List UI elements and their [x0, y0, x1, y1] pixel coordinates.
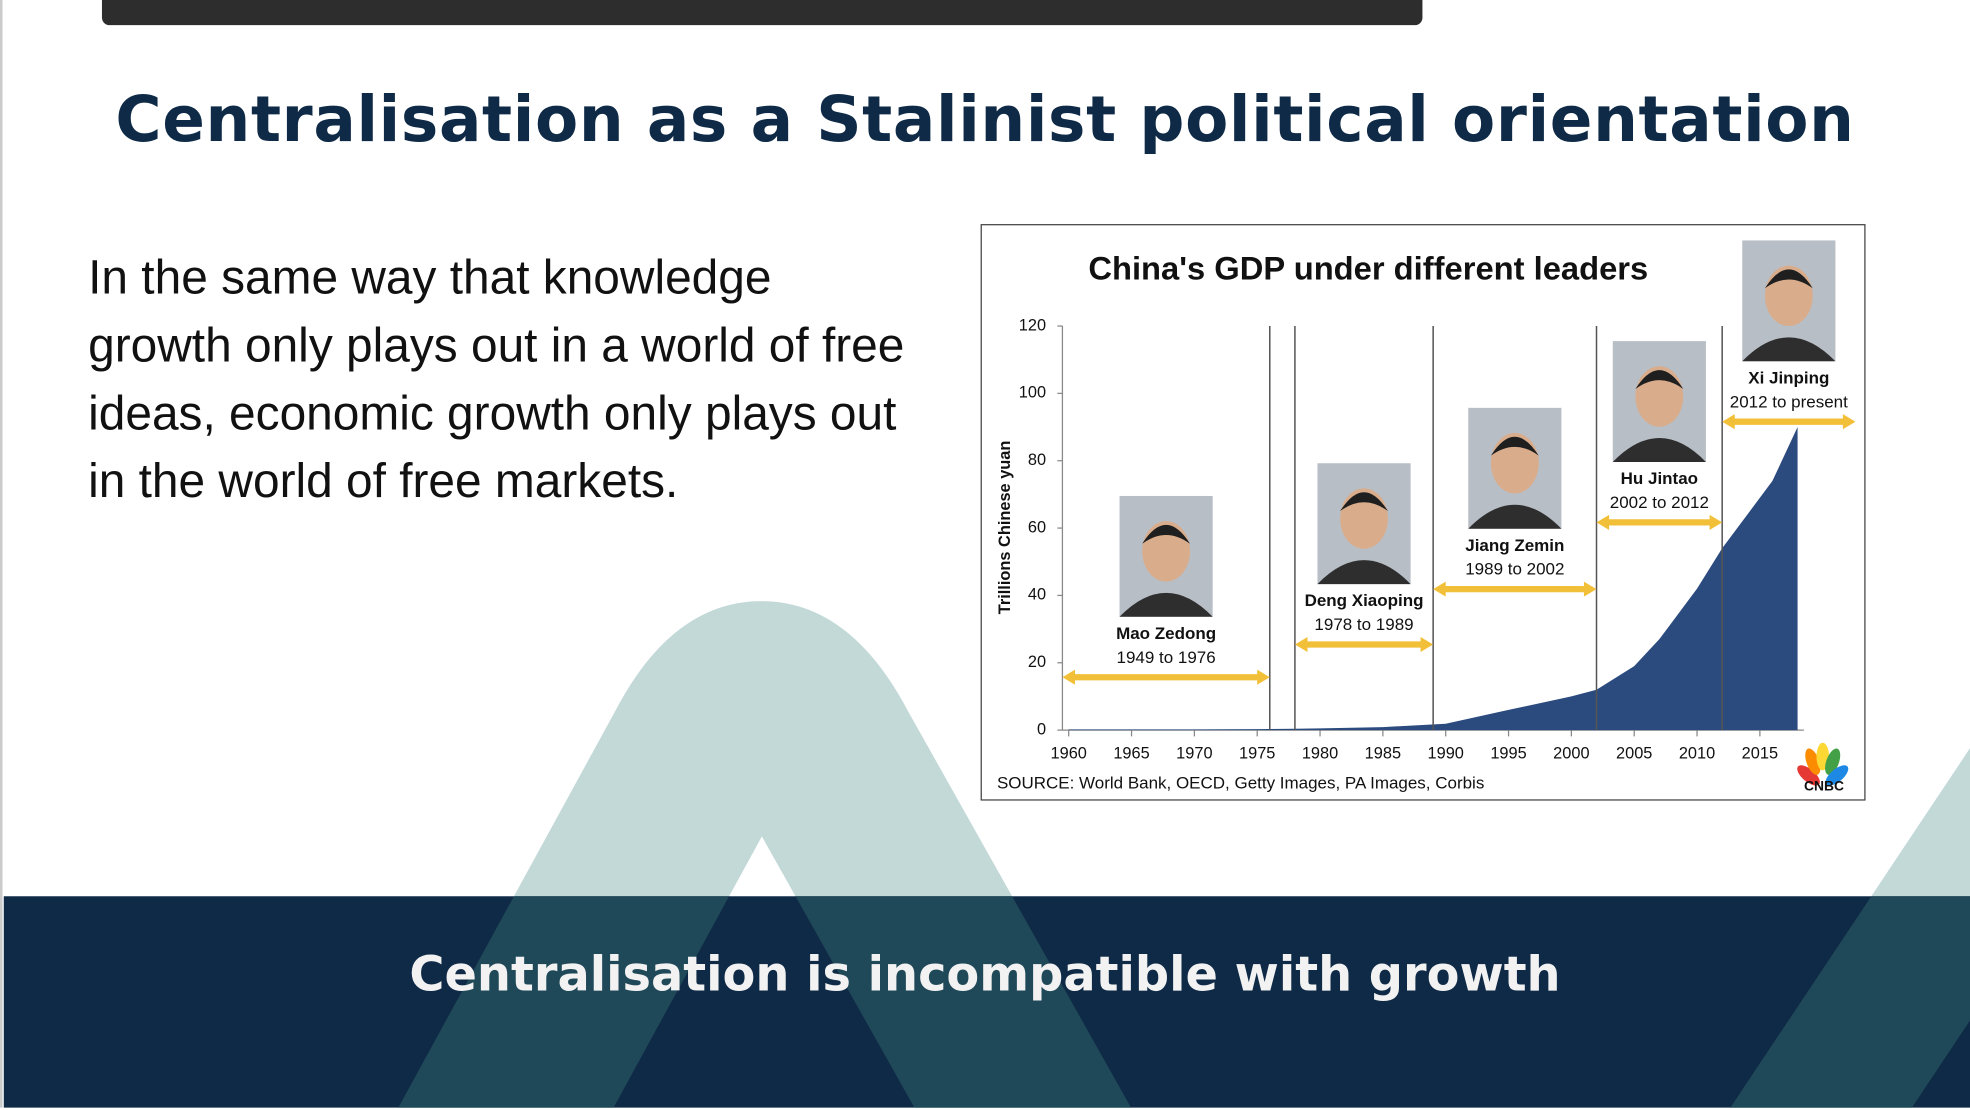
arrow-head [1257, 669, 1270, 685]
x-tick-label: 1985 [1365, 744, 1401, 762]
x-tick-label: 2005 [1616, 744, 1652, 762]
logo-text: CNBC [1804, 777, 1844, 793]
leader-period: 1949 to 1976 [1117, 648, 1216, 667]
photo-suit [1742, 337, 1836, 362]
body-text: In the same way that knowledge growth on… [88, 251, 905, 509]
photo-hair [1142, 524, 1191, 544]
leader-name: Xi Jinping [1748, 368, 1829, 387]
y-tick-label: 20 [1028, 653, 1046, 671]
y-tick-label: 80 [1028, 451, 1046, 469]
chart: China's GDP under different leaders Tril… [996, 240, 1856, 793]
top-bar [101, 0, 1423, 26]
y-axis-label: Trillions Chinese yuan [996, 441, 1014, 615]
y-tick-label: 100 [1019, 384, 1046, 402]
arrow-head [1596, 514, 1610, 530]
arrow-head [1062, 669, 1076, 685]
y-tick-label: 40 [1028, 586, 1046, 604]
x-tick-label: 1990 [1428, 744, 1464, 762]
arrow-head [1433, 581, 1446, 597]
photo-suit [1317, 560, 1411, 585]
x-tick-label: 2015 [1742, 744, 1778, 762]
arrow-head [1709, 514, 1723, 530]
x-tick-label: 2010 [1679, 744, 1715, 762]
y-tick-label: 60 [1028, 518, 1046, 536]
photo-hair [1490, 436, 1539, 456]
arrow-head [1722, 414, 1735, 430]
leader-name: Hu Jintao [1621, 469, 1698, 488]
leader-annotation: 1949 to 1976 Mao Zedong [1062, 495, 1270, 685]
source: SOURCE: World Bank, OECD, Getty Images, … [997, 774, 1484, 793]
leader-period: 1989 to 2002 [1465, 560, 1564, 579]
x-tick-label: 1960 [1051, 744, 1087, 762]
leader-name: Mao Zedong [1116, 624, 1216, 643]
photo-hair [1340, 492, 1388, 512]
chart-frame: China's GDP under different leaders Tril… [980, 224, 1866, 801]
leader-annotation: 2002 to 2012 Hu Jintao [1596, 341, 1723, 530]
logo: CNBC [1797, 742, 1849, 793]
photo-suit [1612, 438, 1706, 462]
arrow-head [1842, 414, 1856, 430]
slide-title: Centralisation as a Stalinist political … [115, 83, 1855, 157]
x-tick-label: 1980 [1302, 744, 1338, 762]
photo-hair [1764, 269, 1813, 289]
x-tick-label: 2000 [1553, 744, 1589, 762]
x-tick-label: 1995 [1490, 744, 1526, 762]
x-tick-label: 1970 [1176, 744, 1212, 762]
leader-period: 2012 to present [1730, 392, 1848, 411]
arrow-head [1583, 581, 1597, 597]
footer-text: Centralisation is incompatible with grow… [409, 946, 1561, 1003]
x-tick-label: 1975 [1239, 744, 1275, 762]
gdp-area [1068, 427, 1798, 731]
photo-suit [1119, 592, 1213, 617]
leader-annotation: 1978 to 1989 Deng Xiaoping [1294, 463, 1434, 653]
arrow-head [1294, 636, 1308, 653]
leader-period: 2002 to 2012 [1610, 493, 1709, 512]
chart-title: China's GDP under different leaders [1088, 249, 1648, 286]
y-tick-label: 0 [1037, 720, 1046, 738]
leader-period: 1978 to 1989 [1314, 615, 1413, 634]
x-tick-label: 1965 [1113, 744, 1149, 762]
leader-name: Deng Xiaoping [1305, 591, 1424, 610]
leader-annotation: 2012 to present Xi Jinping [1722, 240, 1856, 430]
y-tick-label: 120 [1019, 316, 1046, 334]
photo-hair [1635, 370, 1684, 389]
decor-arch [398, 601, 1132, 1108]
leader-name: Jiang Zemin [1465, 536, 1564, 555]
arrow-head [1420, 636, 1434, 653]
leader-annotation: 1989 to 2002 Jiang Zemin [1433, 407, 1597, 597]
photo-suit [1468, 504, 1562, 529]
